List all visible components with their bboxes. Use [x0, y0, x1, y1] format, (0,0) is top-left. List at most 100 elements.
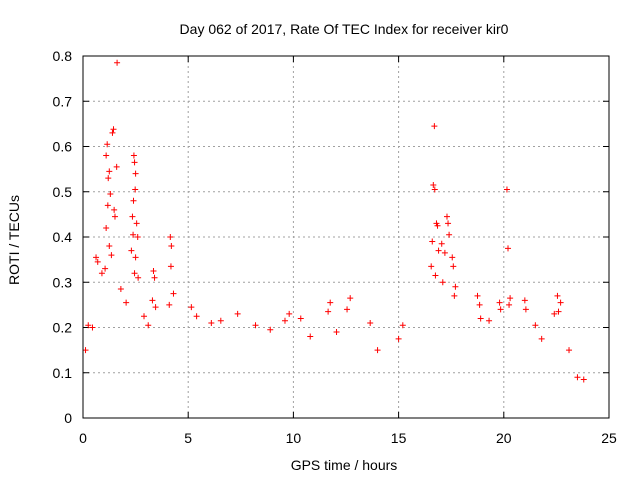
- plot-frame: [82, 55, 610, 419]
- data-point: [506, 301, 513, 308]
- data-point: [307, 333, 314, 340]
- data-point: [109, 129, 116, 136]
- data-point: [94, 258, 101, 265]
- y-tick-label: 0.8: [53, 48, 73, 64]
- data-point: [188, 304, 195, 311]
- y-tick-label: 0.5: [53, 184, 73, 200]
- data-point: [431, 186, 438, 193]
- data-point: [476, 301, 483, 308]
- data-point: [477, 315, 484, 322]
- data-point: [281, 317, 288, 324]
- data-point: [106, 168, 113, 175]
- data-point: [496, 299, 503, 306]
- data-point: [538, 335, 545, 342]
- data-point: [217, 317, 224, 324]
- x-tick-label: 0: [79, 430, 87, 446]
- data-point: [532, 322, 539, 329]
- data-point: [566, 347, 573, 354]
- data-point: [399, 322, 406, 329]
- data-point: [132, 186, 139, 193]
- y-axis-label: ROTI / TECUs: [6, 195, 22, 285]
- data-point: [167, 263, 174, 270]
- data-point: [130, 152, 137, 159]
- data-point: [297, 315, 304, 322]
- data-point: [149, 297, 156, 304]
- data-point: [170, 290, 177, 297]
- data-point: [367, 319, 374, 326]
- data-point: [432, 272, 439, 279]
- y-tick-label: 0.7: [53, 93, 73, 109]
- data-point: [103, 152, 110, 159]
- data-point: [93, 254, 100, 261]
- data-point: [449, 254, 456, 261]
- data-point: [167, 234, 174, 240]
- data-point: [104, 202, 111, 209]
- data-point: [395, 335, 402, 342]
- x-tick-label: 10: [286, 430, 302, 446]
- data-point: [131, 159, 138, 166]
- x-tick-label: 25: [601, 430, 617, 446]
- data-point: [344, 306, 351, 313]
- data-point: [443, 213, 450, 220]
- data-point: [168, 243, 175, 250]
- data-point: [132, 170, 139, 177]
- data-point: [141, 313, 148, 320]
- data-point: [82, 347, 89, 354]
- data-point: [507, 295, 514, 302]
- data-point: [267, 326, 274, 333]
- data-point: [446, 231, 453, 238]
- data-point: [135, 274, 142, 281]
- data-point: [428, 263, 435, 270]
- data-point: [441, 249, 448, 256]
- data-point: [521, 297, 528, 304]
- data-point: [486, 317, 493, 324]
- data-point: [130, 197, 137, 204]
- data-point: [347, 295, 354, 302]
- data-point: [557, 299, 564, 306]
- y-tick-label: 0.2: [53, 320, 73, 336]
- data-point: [110, 126, 117, 133]
- data-point: [430, 181, 437, 188]
- data-point: [85, 322, 92, 329]
- data-point: [131, 270, 138, 277]
- data-point: [105, 175, 112, 182]
- data-point: [129, 213, 136, 220]
- data-point: [434, 222, 441, 229]
- data-point: [106, 243, 113, 250]
- data-point: [108, 252, 115, 259]
- y-tick-label: 0.4: [53, 229, 73, 245]
- data-point: [193, 313, 200, 320]
- data-point: [145, 322, 152, 329]
- data-point: [555, 308, 562, 315]
- data-point: [435, 247, 442, 254]
- data-point: [150, 267, 157, 274]
- data-point: [451, 292, 458, 299]
- data-point: [113, 163, 120, 170]
- data-point: [107, 191, 114, 198]
- data-point: [333, 329, 340, 336]
- data-point: [111, 206, 118, 213]
- data-point: [327, 299, 334, 306]
- data-point: [554, 292, 561, 299]
- data-point: [130, 231, 137, 238]
- data-point: [505, 245, 512, 252]
- data-point: [439, 279, 446, 286]
- y-tick-label: 0.6: [53, 139, 73, 155]
- data-point: [374, 347, 381, 354]
- y-tick-label: 0.1: [53, 365, 73, 381]
- data-point: [503, 186, 510, 193]
- data-point: [128, 247, 135, 254]
- data-point: [151, 274, 158, 281]
- data-point: [574, 374, 581, 381]
- data-point: [551, 310, 558, 317]
- data-point: [104, 141, 111, 148]
- data-point: [114, 59, 121, 66]
- grid-lines: [82, 55, 610, 419]
- data-point: [111, 213, 118, 220]
- y-tick-label: 0.3: [53, 274, 73, 290]
- data-point: [438, 240, 445, 247]
- data-point: [474, 292, 481, 299]
- data-point: [452, 283, 459, 290]
- data-point: [450, 263, 457, 270]
